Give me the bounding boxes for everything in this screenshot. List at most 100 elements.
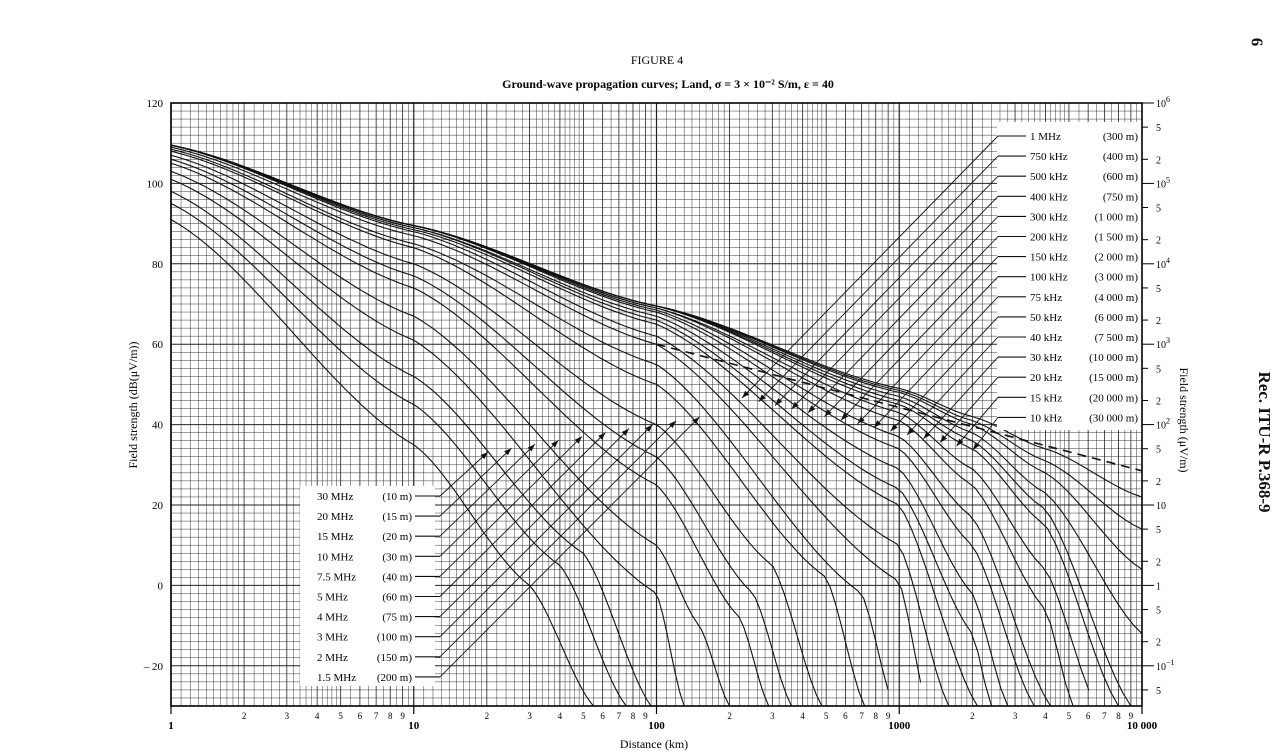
legend-lower-wavelength: (100 m) [377, 632, 412, 644]
legend-upper-wavelength: (6 000 m) [1095, 312, 1139, 324]
legend-upper-wavelength: (30 000 m) [1089, 412, 1138, 424]
legend-lower-wavelength: (40 m) [382, 571, 412, 583]
legend-upper-freq: 300 kHz [1030, 211, 1068, 223]
legend-lower-freq: 10 MHz [317, 551, 353, 563]
y-tick-right: 2 [1156, 236, 1161, 247]
x-tick-minor: 9 [400, 711, 405, 721]
legend-upper-freq: 150 kHz [1030, 252, 1068, 264]
curve-15mhz [171, 190, 652, 706]
figure-label: FIGURE 4 [631, 53, 683, 67]
y-tick-right: 10−1 [1156, 658, 1175, 673]
legend-arrow [692, 416, 700, 425]
legend-lower-freq: 20 MHz [317, 511, 353, 523]
legend-lower-freq: 2 MHz [317, 652, 348, 664]
legend-upper-item: 30 kHz (10 000 m) [923, 352, 1138, 440]
legend-arrow [758, 394, 766, 402]
legend-upper-freq: 1 MHz [1030, 131, 1061, 143]
legend-arrow [742, 390, 750, 398]
y-tick-right: 5 [1156, 606, 1161, 617]
y-tick-right: 2 [1156, 396, 1161, 407]
y-tick-right: 103 [1156, 336, 1170, 351]
legend-lower-item: 7.5 MHz (40 m) [317, 436, 583, 583]
legend-upper-item: 300 kHz (1 000 m) [807, 211, 1139, 414]
legend-arrow [645, 424, 653, 432]
inverse-distance-line [656, 343, 1142, 472]
legend-arrow [857, 416, 865, 424]
legend-upper-freq: 10 kHz [1030, 412, 1062, 424]
y-tick-right: 5 [1156, 445, 1161, 456]
legend-arrow [923, 431, 931, 439]
curve-10mhz [171, 178, 685, 706]
legend-upper-wavelength: (400 m) [1103, 151, 1138, 163]
legend-arrow [621, 428, 629, 436]
legend-upper-item: 15 kHz (20 000 m) [956, 392, 1138, 447]
legend-upper-item: 40 kHz (7 500 m) [906, 332, 1138, 436]
x-tick-minor: 6 [358, 711, 363, 721]
legend-arrow [551, 440, 559, 448]
x-tick-minor: 5 [338, 711, 343, 721]
x-tick-minor: 7 [1102, 711, 1107, 721]
legend-lower-item: 4 MHz (75 m) [317, 428, 630, 624]
legend-arrow [824, 409, 832, 417]
legend-upper-freq: 15 kHz [1030, 392, 1062, 404]
y-tick-right: 5 [1156, 686, 1161, 697]
legend-lower-freq: 4 MHz [317, 612, 348, 624]
curve-200khz [171, 144, 1035, 706]
legend-lower-wavelength: (200 m) [377, 672, 412, 684]
legend-lower-freq: 30 MHz [317, 491, 353, 503]
legend-arrow [841, 412, 849, 421]
y-tick-left: 80 [152, 259, 164, 271]
legend-upper-item: 100 kHz (3 000 m) [857, 272, 1139, 425]
curve-1.5mhz [171, 148, 889, 690]
curve-2mhz [171, 150, 866, 706]
legend-upper-wavelength: (15 000 m) [1089, 372, 1138, 384]
x-tick-major: 100 [648, 720, 665, 732]
y-tick-right: 5 [1156, 123, 1161, 134]
legend-lower-box [300, 486, 435, 686]
legend-lower-wavelength: (60 m) [382, 592, 412, 604]
y-tick-right: 5 [1156, 525, 1161, 536]
legend-lower-item: 5 MHz (60 m) [317, 432, 606, 604]
x-tick-minor: 3 [1013, 711, 1018, 721]
legend-lower-freq: 3 MHz [317, 632, 348, 644]
curve-1mhz [171, 146, 922, 683]
x-axis-label: Distance (km) [620, 737, 688, 751]
legend-arrow [956, 438, 964, 447]
y-tick-right: 5 [1156, 364, 1161, 375]
legend-upper-item: 200 kHz (1 500 m) [824, 232, 1139, 417]
curve-750khz [171, 144, 950, 706]
legend-arrow [598, 432, 606, 440]
x-tick-minor: 3 [770, 711, 775, 721]
legend-upper-freq: 200 kHz [1030, 232, 1068, 244]
y-tick-right: 104 [1156, 256, 1170, 271]
legend-upper-wavelength: (1 000 m) [1095, 211, 1139, 223]
legend-upper-wavelength: (1 500 m) [1095, 232, 1139, 244]
legend-upper-wavelength: (3 000 m) [1095, 272, 1139, 284]
legend-lower-wavelength: (20 m) [382, 531, 412, 543]
y-tick-right: 105 [1156, 175, 1170, 190]
y-tick-right: 5 [1156, 204, 1161, 215]
y-tick-left: 20 [152, 500, 164, 512]
legend-upper-wavelength: (300 m) [1103, 131, 1138, 143]
legend-upper-freq: 500 kHz [1030, 171, 1068, 183]
legend-upper-freq: 20 kHz [1030, 372, 1062, 384]
y-tick-right: 5 [1156, 284, 1161, 295]
x-tick-major: 1 [168, 720, 174, 732]
y-tick-left: 100 [147, 178, 164, 190]
x-tick-minor: 7 [374, 711, 379, 721]
curve-400khz [171, 144, 993, 706]
legend-upper-wavelength: (750 m) [1103, 191, 1138, 203]
x-tick-minor: 8 [631, 711, 636, 721]
legend-upper-wavelength: (2 000 m) [1095, 252, 1139, 264]
y-tick-right: 106 [1156, 95, 1170, 110]
legend-lower-wavelength: (30 m) [382, 551, 412, 563]
y-tick-left: 120 [147, 98, 164, 110]
x-tick-major: 10 000 [1127, 720, 1158, 732]
legend-arrow [808, 405, 816, 413]
x-tick-minor: 8 [1116, 711, 1121, 721]
legend-lower-wavelength: (150 m) [377, 652, 412, 664]
y-tick-right: 2 [1156, 477, 1161, 488]
legend-arrow [874, 420, 882, 428]
chart-title: Ground-wave propagation curves; Land, σ … [502, 77, 834, 91]
curve-4mhz [171, 158, 793, 706]
